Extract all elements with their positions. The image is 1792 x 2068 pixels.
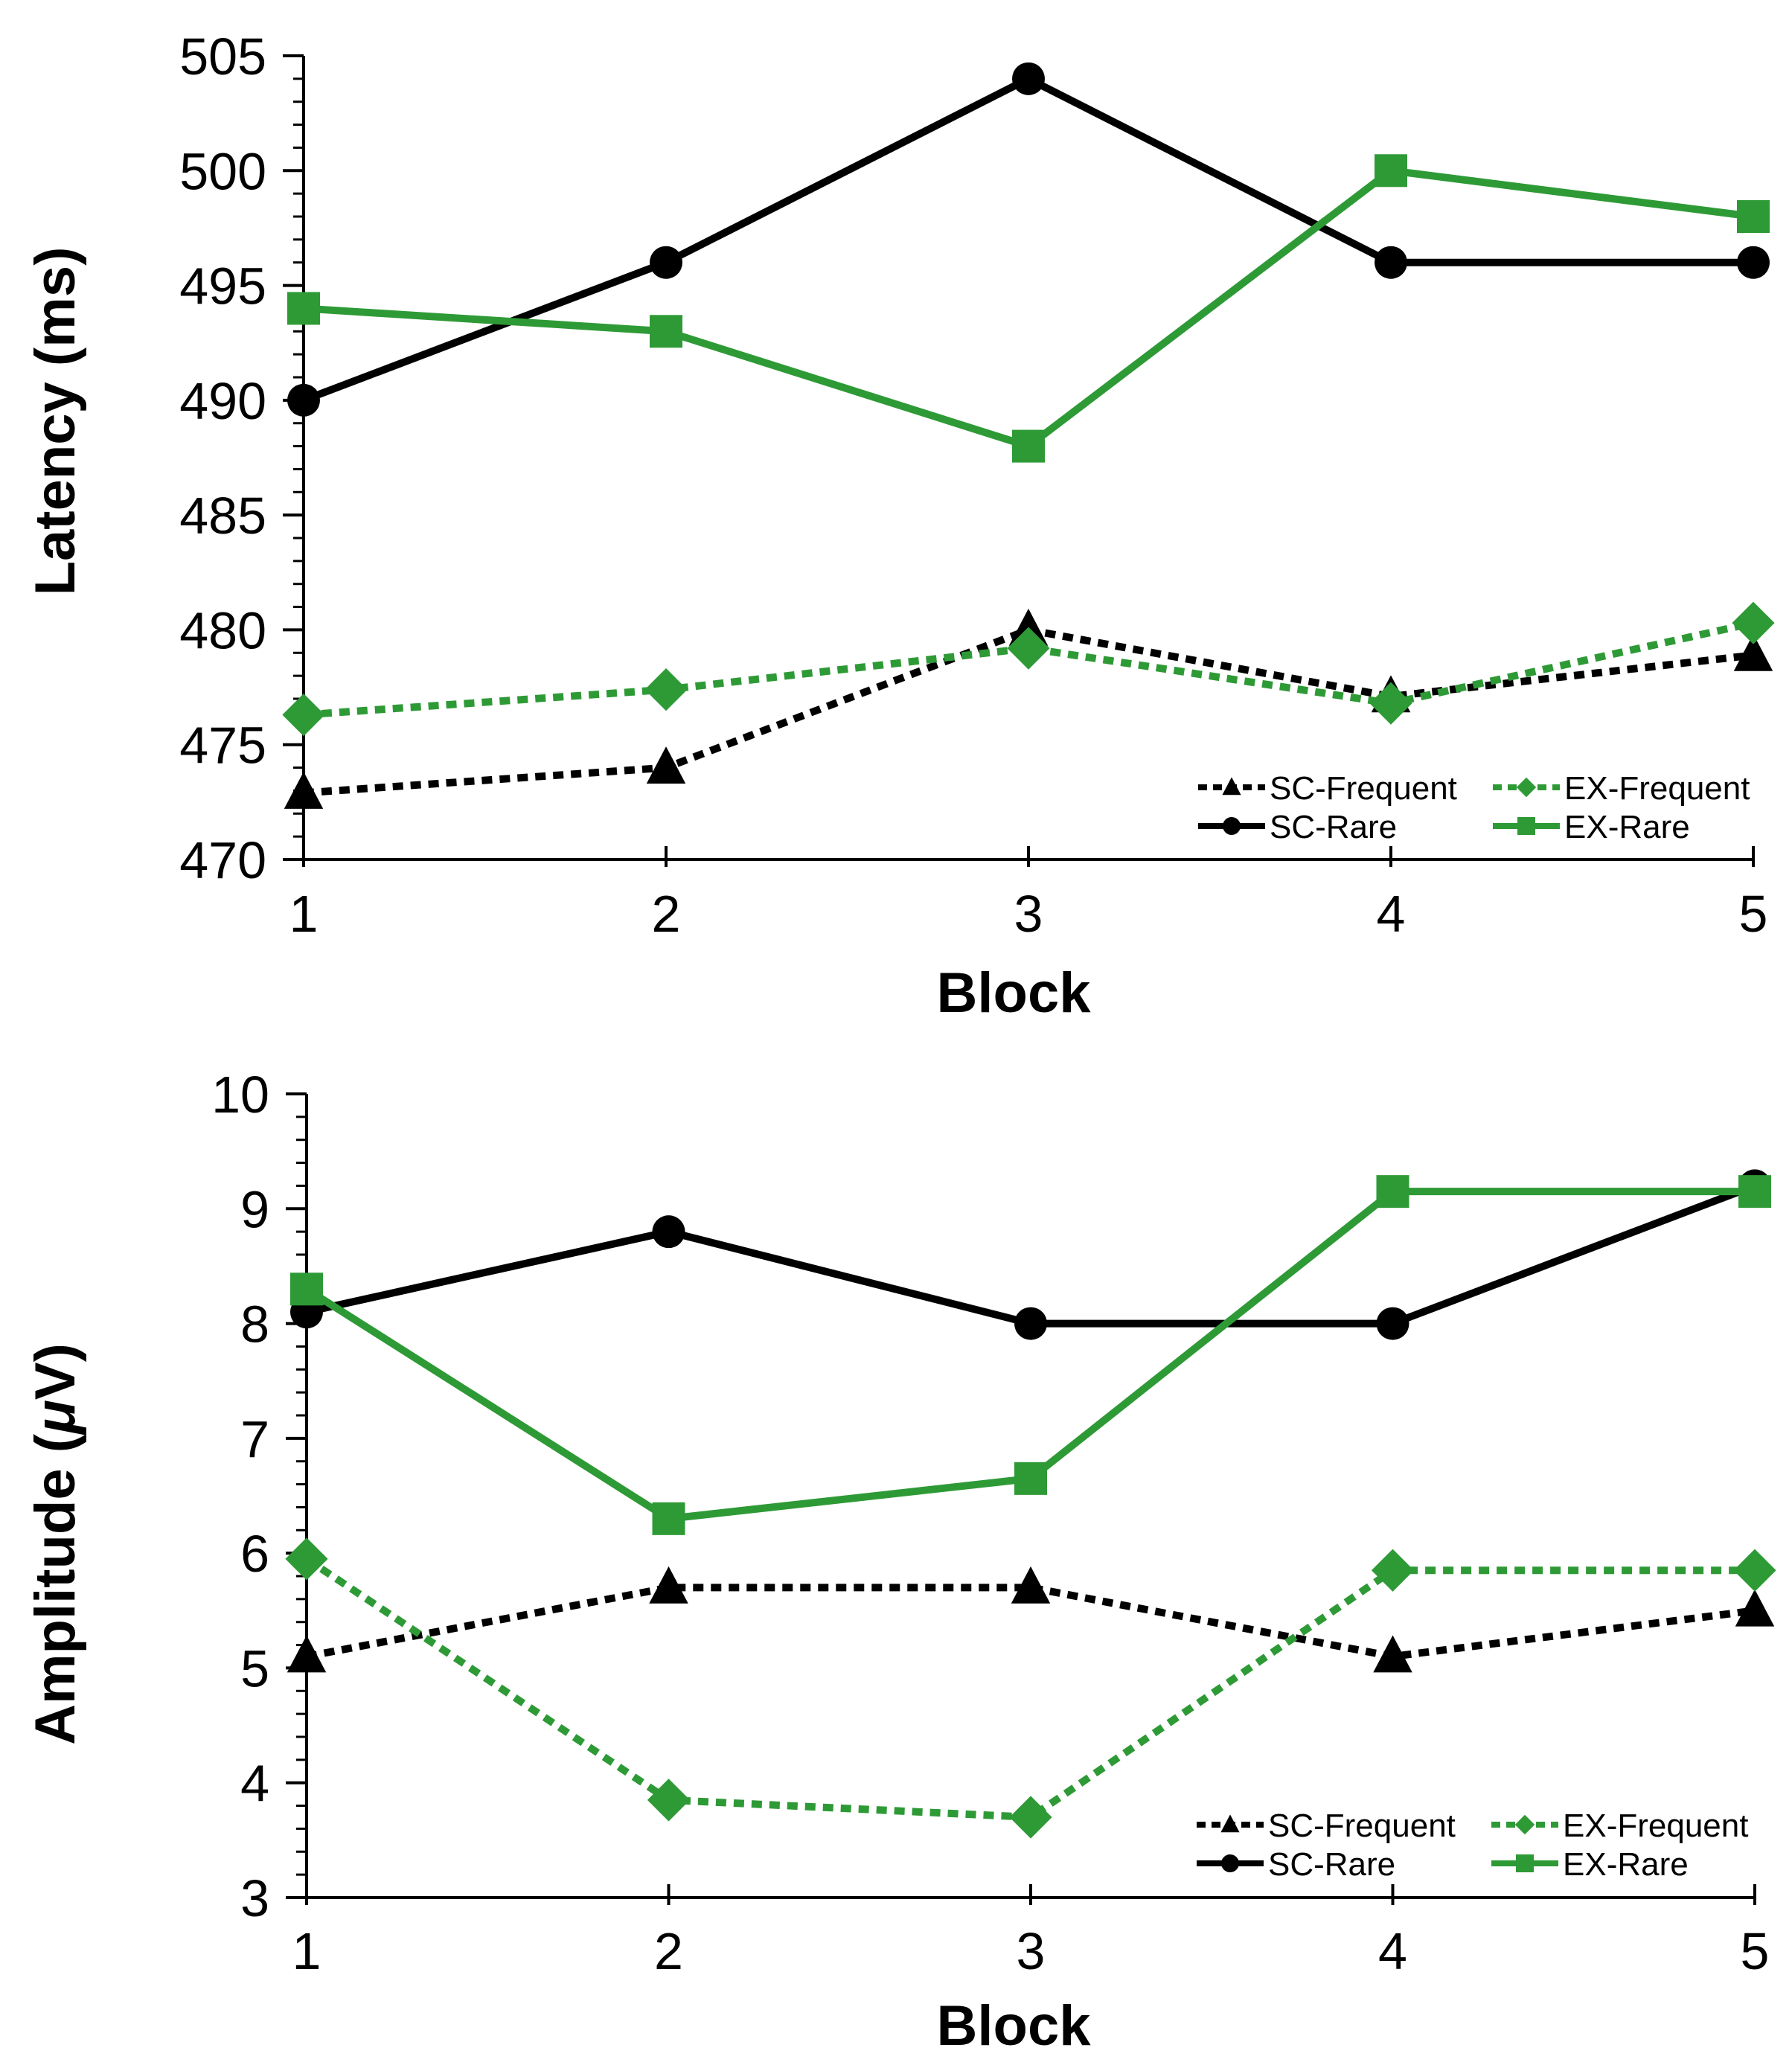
latency-point-ex-rare bbox=[1375, 154, 1407, 188]
amplitude-point-ex-frequent bbox=[1009, 1796, 1052, 1839]
amplitude-point-ex-frequent bbox=[1733, 1549, 1776, 1592]
amplitude-series-line-sc-rare bbox=[305, 1182, 1756, 1328]
latency-x-tick-label: 2 bbox=[652, 885, 681, 943]
amplitude-point-ex-frequent bbox=[285, 1537, 328, 1581]
latency-point-ex-rare bbox=[1737, 200, 1770, 233]
latency-point-ex-frequent bbox=[1369, 682, 1412, 725]
amplitude-y-tick-label: 3 bbox=[240, 1869, 269, 1927]
latency-point-sc-frequent bbox=[646, 746, 686, 784]
latency-y-tick-label: 475 bbox=[179, 717, 266, 775]
latency-legend-marker-sc-rare bbox=[1223, 817, 1241, 835]
amplitude-series-line-ex-frequent bbox=[304, 1555, 1755, 1821]
amplitude-x-tick-label: 1 bbox=[292, 1922, 321, 1980]
amplitude-point-sc-rare bbox=[652, 1215, 685, 1249]
amplitude-y-tick-label: 5 bbox=[240, 1639, 269, 1697]
amplitude-point-sc-frequent bbox=[1735, 1589, 1775, 1627]
amplitude-point-ex-frequent bbox=[1371, 1549, 1415, 1592]
amplitude-point-sc-frequent bbox=[649, 1566, 688, 1604]
amplitude-x-tick-label: 5 bbox=[1741, 1922, 1770, 1980]
amplitude-legend-marker-ex-rare bbox=[1516, 1854, 1534, 1872]
amplitude-point-ex-rare bbox=[1738, 1175, 1771, 1209]
amplitude-y-tick-label: 7 bbox=[240, 1410, 269, 1468]
latency-series-line-ex-rare bbox=[303, 167, 1754, 450]
latency-y-tick-label: 480 bbox=[179, 601, 266, 659]
amplitude-y-tick-label: 8 bbox=[240, 1296, 269, 1354]
latency-legend-marker-sc-frequent bbox=[1222, 777, 1241, 795]
latency-series-line-ex-frequent bbox=[303, 619, 1755, 719]
amplitude-x-tick-label: 3 bbox=[1017, 1922, 1046, 1980]
amplitude-legend-label-ex-rare: EX-Rare bbox=[1563, 1846, 1689, 1883]
amplitude-y-tick-label: 6 bbox=[240, 1525, 269, 1583]
amplitude-point-sc-frequent bbox=[287, 1635, 327, 1673]
amplitude-point-sc-rare bbox=[1376, 1307, 1409, 1340]
latency-x-axis-title: Block bbox=[937, 961, 1092, 1025]
latency-x-tick-label: 1 bbox=[289, 885, 319, 943]
amplitude-y-tick-label: 4 bbox=[240, 1755, 269, 1813]
latency-legend-marker-ex-rare bbox=[1517, 817, 1535, 835]
latency-legend-label-ex-rare: EX-Rare bbox=[1564, 809, 1690, 845]
latency-y-tick-label: 485 bbox=[179, 487, 266, 545]
amplitude-point-ex-frequent bbox=[647, 1779, 691, 1822]
amplitude-y-axis-title: Amplitude (μV) bbox=[24, 1343, 87, 1745]
latency-x-tick-label: 3 bbox=[1014, 885, 1043, 943]
amplitude-point-ex-rare bbox=[290, 1273, 323, 1306]
amplitude-point-ex-rare bbox=[1014, 1462, 1047, 1495]
amplitude-legend-label-sc-frequent: SC-Frequent bbox=[1268, 1808, 1456, 1844]
latency-point-sc-frequent bbox=[1733, 633, 1773, 671]
amplitude-y-tick-label: 10 bbox=[211, 1066, 269, 1124]
amplitude-legend-marker-sc-rare bbox=[1221, 1854, 1239, 1872]
latency-legend-marker-ex-frequent bbox=[1516, 777, 1537, 798]
latency-point-sc-frequent bbox=[284, 772, 324, 809]
latency-point-ex-rare bbox=[1012, 429, 1045, 463]
amplitude-y-title-unit: μ bbox=[24, 1400, 87, 1435]
amplitude-point-ex-rare bbox=[1376, 1175, 1409, 1209]
amplitude-point-sc-rare bbox=[1014, 1307, 1047, 1340]
amplitude-x-tick-label: 2 bbox=[654, 1922, 683, 1980]
latency-x-tick-label: 4 bbox=[1377, 885, 1406, 943]
amplitude-x-axis-title: Block bbox=[937, 1994, 1092, 2058]
amplitude-legend-label-sc-rare: SC-Rare bbox=[1268, 1846, 1395, 1883]
amplitude-x-tick-label: 4 bbox=[1378, 1922, 1407, 1980]
latency-y-tick-label: 490 bbox=[179, 372, 266, 430]
latency-y-tick-label: 505 bbox=[179, 28, 266, 86]
amplitude-chart: Amplitude (μV) Block 3 4 5 6 7 8 9 10 1 2 3 4 5 SC-Fr… bbox=[24, 1066, 1776, 2058]
latency-point-ex-frequent bbox=[1007, 627, 1050, 670]
latency-y-tick-label: 470 bbox=[179, 831, 266, 889]
latency-y-tick-label: 495 bbox=[179, 257, 266, 316]
latency-point-sc-rare bbox=[1012, 62, 1045, 95]
latency-point-sc-rare bbox=[1737, 246, 1770, 279]
latency-y-tick-label: 500 bbox=[179, 142, 266, 200]
amplitude-point-ex-rare bbox=[652, 1502, 685, 1535]
amplitude-y-title-suffix: V) bbox=[24, 1343, 87, 1400]
latency-series-line-sc-rare bbox=[302, 74, 1753, 404]
amplitude-point-sc-frequent bbox=[1373, 1635, 1412, 1673]
latency-point-sc-rare bbox=[287, 383, 320, 417]
latency-y-axis-title: Latency (ms) bbox=[24, 247, 87, 596]
amplitude-legend-label-ex-frequent: EX-Frequent bbox=[1563, 1808, 1748, 1844]
latency-point-sc-rare bbox=[1375, 246, 1407, 279]
amplitude-point-sc-frequent bbox=[1011, 1566, 1051, 1604]
amplitude-legend-marker-sc-frequent bbox=[1220, 1814, 1240, 1833]
latency-legend-label-sc-rare: SC-Rare bbox=[1270, 809, 1397, 845]
latency-point-sc-rare bbox=[650, 246, 682, 279]
latency-legend-label-sc-frequent: SC-Frequent bbox=[1270, 770, 1457, 807]
latency-x-tick-label: 5 bbox=[1739, 885, 1768, 943]
amplitude-y-tick-label: 9 bbox=[240, 1180, 269, 1238]
latency-point-ex-frequent bbox=[644, 668, 688, 711]
latency-chart: Latency (ms) Block 470 475 480 485 490 495 500… bbox=[24, 28, 1775, 1025]
latency-point-ex-rare bbox=[287, 292, 320, 325]
latency-point-ex-frequent bbox=[282, 694, 325, 737]
amplitude-legend-marker-ex-frequent bbox=[1514, 1814, 1535, 1835]
latency-legend-label-ex-frequent: EX-Frequent bbox=[1564, 770, 1750, 807]
latency-point-ex-frequent bbox=[1732, 601, 1775, 644]
amplitude-series-line-sc-frequent bbox=[306, 1584, 1756, 1660]
amplitude-y-title-prefix: Amplitude ( bbox=[24, 1433, 87, 1745]
latency-point-ex-rare bbox=[650, 315, 682, 348]
